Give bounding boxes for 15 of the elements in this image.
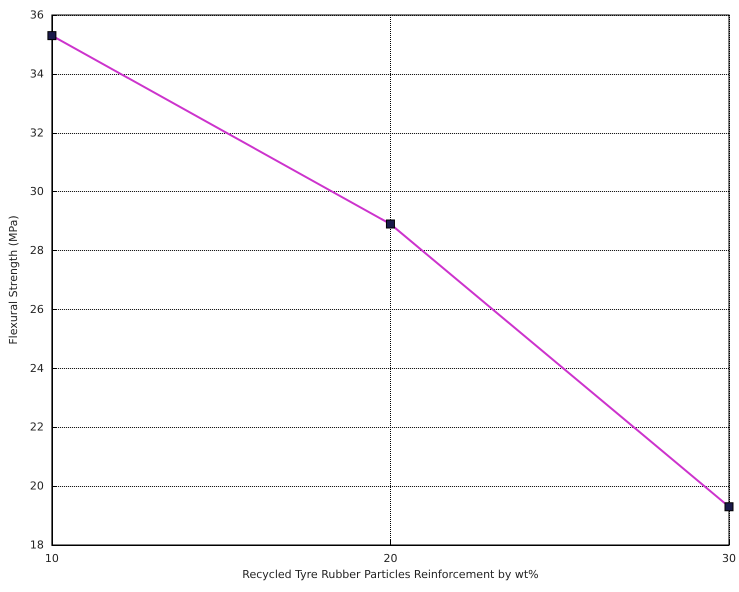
x-tick-label: 20 xyxy=(383,552,398,565)
y-tick-label: 24 xyxy=(30,362,44,375)
y-tick-label: 22 xyxy=(30,420,44,434)
x-tick-label: 30 xyxy=(722,552,736,565)
y-tick-label: 18 xyxy=(30,538,44,552)
y-tick-label: 20 xyxy=(30,480,44,493)
y-tick-label: 32 xyxy=(30,126,44,140)
x-tick-label: 10 xyxy=(44,552,59,565)
x-axis-title: Recycled Tyre Rubber Particles Reinforcement by wt% xyxy=(242,568,539,581)
y-tick-label: 36 xyxy=(30,8,44,22)
y-tick-label: 30 xyxy=(30,185,44,198)
y-tick-label: 28 xyxy=(30,244,44,258)
y-axis-title: Flexural Strength (MPa) xyxy=(7,215,20,345)
y-tick-label: 26 xyxy=(30,302,44,316)
y-tick-label: 34 xyxy=(30,67,44,80)
